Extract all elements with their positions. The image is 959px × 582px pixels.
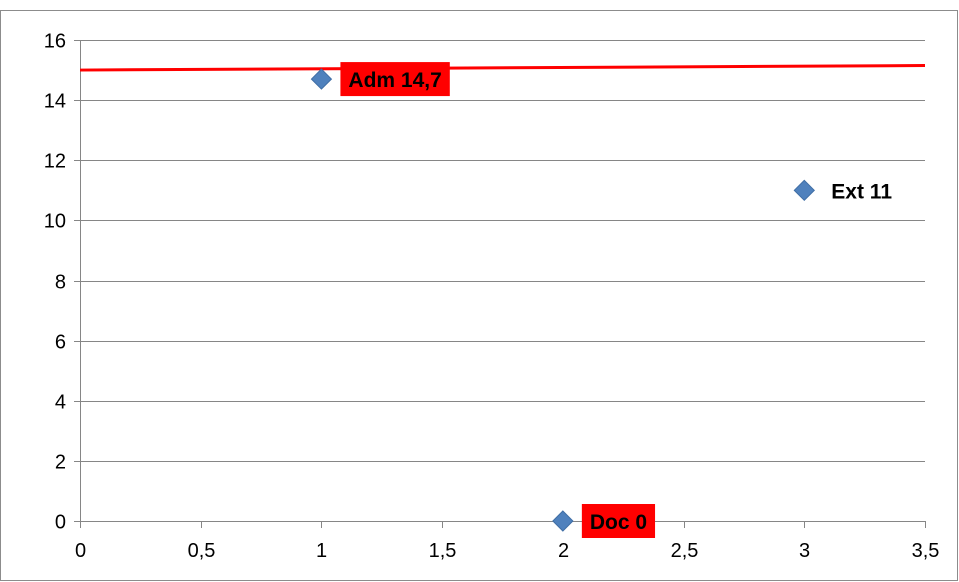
- data-point-marker: [793, 179, 815, 202]
- reference-line: [79, 64, 926, 72]
- data-label-text: Adm 14,7: [348, 69, 441, 92]
- y-tick-label: 12: [44, 151, 66, 173]
- y-tick-label: 16: [44, 31, 66, 53]
- data-point-marker: [310, 68, 333, 90]
- x-tick-label: 3,5: [912, 540, 940, 562]
- y-tick-label: 8: [55, 272, 66, 294]
- axes: 0 2 4 6 8 10 12 14 16 0 0,5 1 1,5 2 2,5 3 3,5: [44, 31, 940, 563]
- x-tick-label: 2,5: [671, 540, 699, 562]
- data-label-background: [340, 62, 450, 97]
- y-tick-label: 4: [55, 392, 66, 414]
- data-label: Ext 11: [831, 180, 892, 203]
- x-tick-label: 2: [558, 540, 569, 562]
- x-tick-label: 3: [799, 540, 810, 562]
- data-label-text: Ext 11: [831, 180, 892, 203]
- y-tick-label: 6: [55, 332, 66, 354]
- data-label: Doc 0: [581, 504, 656, 538]
- data-labels: Adm 14,7 Doc 0 Ext 11: [340, 62, 892, 538]
- reference-line-layer: [79, 64, 926, 72]
- y-tick-label: 0: [55, 512, 66, 534]
- y-tick-label: 2: [55, 452, 66, 474]
- data-label-text: Doc 0: [590, 511, 647, 534]
- y-tick-label: 14: [44, 91, 66, 113]
- x-tick-label: 1: [316, 540, 327, 562]
- data-points: [310, 68, 815, 532]
- data-label-background: [581, 504, 656, 538]
- data-label: Adm 14,7: [340, 62, 450, 97]
- gridlines: [80, 40, 925, 462]
- chart-frame: [0, 10, 958, 581]
- x-tick-label: 1,5: [429, 540, 457, 562]
- y-tick-label: 10: [44, 211, 66, 233]
- x-tick-label: 0,5: [188, 540, 216, 562]
- data-point-marker: [552, 510, 574, 532]
- x-tick-label: 0: [75, 540, 86, 562]
